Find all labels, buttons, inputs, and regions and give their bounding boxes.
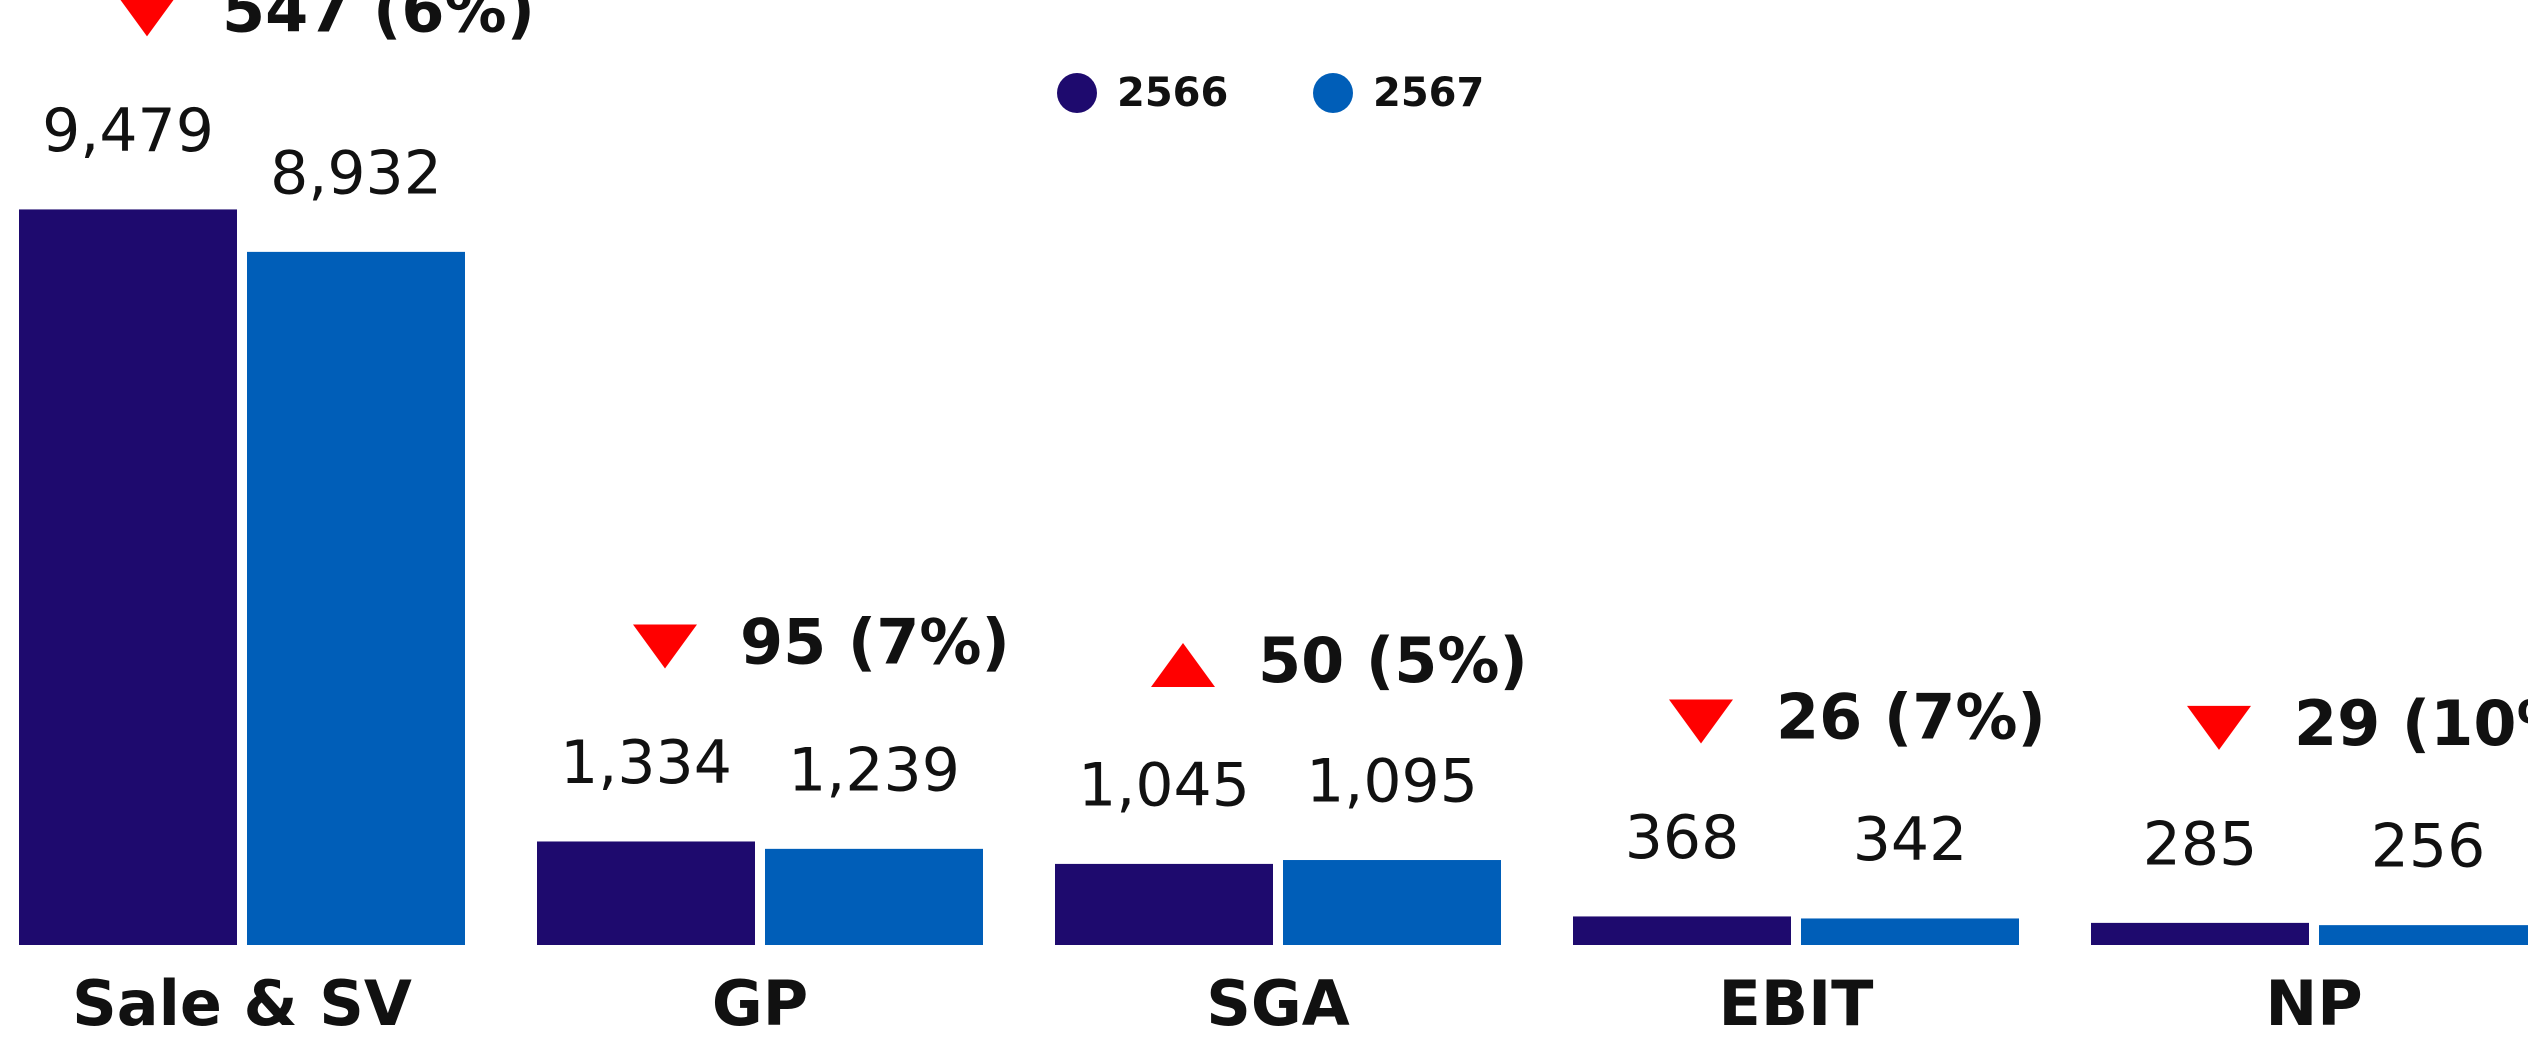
change-label: 29 (10%) — [2294, 687, 2528, 760]
change-arrow — [1669, 699, 1733, 744]
value-label: 8,932 — [270, 138, 442, 208]
bar — [247, 251, 465, 945]
category-label: Sale & SV — [72, 967, 412, 1040]
value-label: 1,045 — [1078, 751, 1250, 821]
legend-label: 2566 — [1117, 70, 1228, 116]
change-arrow — [1151, 643, 1215, 688]
bar — [1573, 916, 1791, 945]
change-label: 95 (7%) — [740, 606, 1010, 679]
category-label: NP — [2265, 967, 2362, 1040]
bar — [2091, 922, 2309, 945]
bar — [19, 209, 237, 946]
legend-marker — [1057, 73, 1097, 113]
bar — [765, 848, 983, 945]
change-arrow — [633, 624, 697, 669]
value-label: 368 — [1625, 803, 1740, 873]
category-label: EBIT — [1719, 967, 1874, 1040]
value-label: 1,095 — [1306, 747, 1478, 817]
bar — [1283, 860, 1501, 945]
change-arrow — [2187, 705, 2251, 750]
value-label: 1,239 — [788, 735, 960, 805]
value-label: 285 — [2143, 809, 2258, 879]
bar — [2319, 925, 2528, 945]
category-label: GP — [712, 967, 808, 1040]
change-arrow — [120, 0, 174, 37]
value-label: 342 — [1853, 805, 1968, 875]
value-label: 9,479 — [42, 96, 214, 166]
bar — [537, 841, 755, 945]
change-label: 547 (6%) — [222, 0, 535, 47]
bar — [1055, 863, 1273, 945]
legend-label: 2567 — [1373, 70, 1484, 116]
change-label: 50 (5%) — [1258, 624, 1528, 697]
value-label: 1,334 — [560, 728, 732, 798]
value-label: 256 — [2371, 812, 2486, 882]
legend-marker — [1313, 73, 1353, 113]
change-label: 26 (7%) — [1776, 681, 2046, 754]
bar — [1801, 918, 2019, 945]
category-label: SGA — [1206, 967, 1350, 1040]
